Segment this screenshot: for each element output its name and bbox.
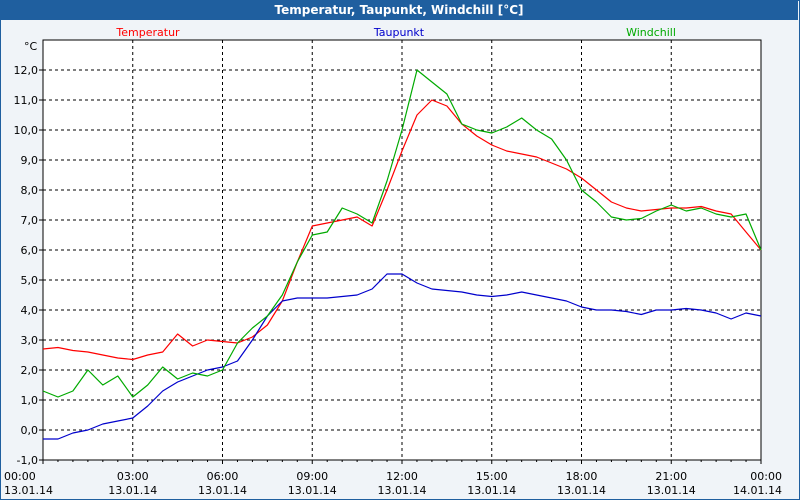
- x-tick-date: 13.01.14: [198, 484, 247, 497]
- temperatur-line: [42, 99, 762, 361]
- x-tick-time: 12:00: [386, 470, 418, 483]
- windchill-line: [42, 69, 762, 398]
- y-tick-label: 3,0: [21, 334, 39, 347]
- x-tick-date: 13.01.14: [467, 484, 516, 497]
- legend-temperatur: Temperatur: [115, 26, 180, 39]
- x-tick-time: 03:00: [117, 470, 149, 483]
- y-tick-label: 2,0: [21, 364, 39, 377]
- taupunkt-line: [43, 273, 762, 440]
- y-tick-label: -1,0: [17, 454, 38, 467]
- x-tick-date: 13.01.14: [647, 484, 696, 497]
- y-tick-label: 11,0: [14, 94, 39, 107]
- y-tick-label: 0,0: [21, 424, 39, 437]
- x-tick-date: 13.01.14: [378, 484, 427, 497]
- legend-windchill: Windchill: [626, 26, 676, 39]
- x-tick-date: 13.01.14: [557, 484, 606, 497]
- y-tick-label: 5,0: [21, 274, 39, 287]
- x-tick-date: 14.01.14: [733, 484, 782, 497]
- series-lines: [42, 69, 762, 440]
- y-tick-label: 12,0: [14, 64, 39, 77]
- x-tick-time: 09:00: [296, 470, 328, 483]
- x-tick-time: 21:00: [655, 470, 687, 483]
- y-tick-label: 8,0: [21, 184, 39, 197]
- x-tick-date: 13.01.14: [288, 484, 337, 497]
- x-tick-time: 18:00: [566, 470, 598, 483]
- x-tick-time: 00:00: [4, 470, 36, 483]
- y-tick-label: 1,0: [21, 394, 39, 407]
- x-tick-date: 13.01.14: [108, 484, 157, 497]
- x-axis: 00:0013.01.1403:0013.01.1406:0013.01.140…: [4, 460, 782, 497]
- x-tick-date: 13.01.14: [4, 484, 53, 497]
- y-tick-label: 6,0: [21, 244, 39, 257]
- chart-title: Temperatur, Taupunkt, Windchill [°C]: [0, 0, 798, 20]
- x-tick-time: 15:00: [476, 470, 508, 483]
- y-tick-label: 7,0: [21, 214, 39, 227]
- y-tick-label: 4,0: [21, 304, 39, 317]
- y-axis-unit: °C: [24, 40, 38, 53]
- y-tick-label: 10,0: [14, 124, 39, 137]
- legend-taupunkt: Taupunkt: [373, 26, 425, 39]
- x-tick-time: 06:00: [207, 470, 239, 483]
- x-tick-time: 00:00: [750, 470, 782, 483]
- y-axis: 12,0 11,0 10,0 9,0 8,0 7,0 6,0 5,0 4,0 3,0 2,0 1,0 0…: [14, 64, 43, 467]
- y-tick-label: 9,0: [21, 154, 39, 167]
